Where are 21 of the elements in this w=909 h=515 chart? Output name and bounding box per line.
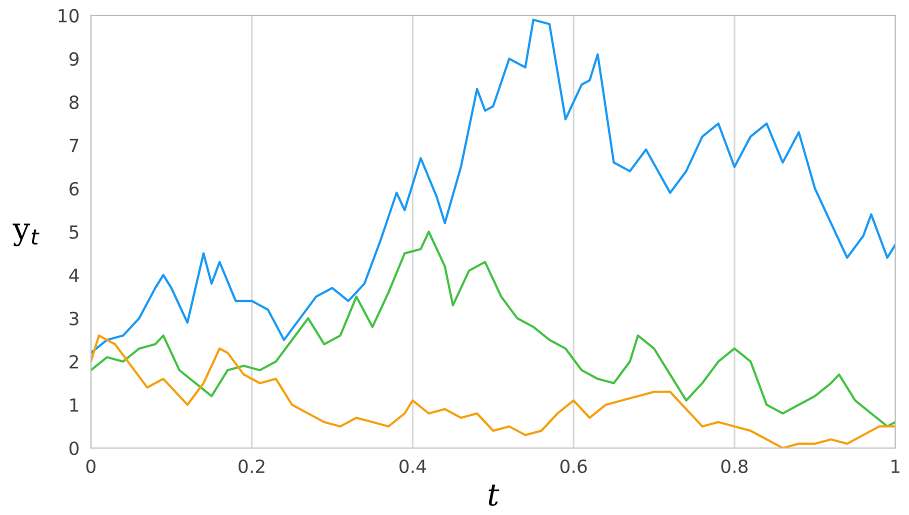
y-tick-label: 8 [70,95,79,110]
x-tick-label: 1 [892,460,900,473]
x-tick-label: 0.2 [238,459,264,474]
y-tick-label: 5 [70,225,78,239]
y-tick-label: 9 [69,52,79,66]
line-series [90,230,896,428]
line-series [90,18,896,354]
y-tick-label: 0 [69,442,79,456]
x-tick-label: 0.4 [400,459,426,474]
y-tick-label: 2 [70,354,78,368]
x-axis-title: t [488,484,500,506]
x-tick-label: 0 [86,459,96,474]
y-tick-label: 1 [70,398,78,412]
y-axis-title: y$_{t}$ [12,224,40,246]
y-tick-label: 7 [70,138,78,152]
y-tick-label: 4 [69,268,79,282]
x-tick-label: 0.8 [721,459,748,474]
x-tick-label: 0.6 [560,459,587,474]
y-tick-label: 3 [70,312,78,326]
y-tick-label: 10 [58,8,79,23]
y-tick-label: 6 [70,182,79,196]
